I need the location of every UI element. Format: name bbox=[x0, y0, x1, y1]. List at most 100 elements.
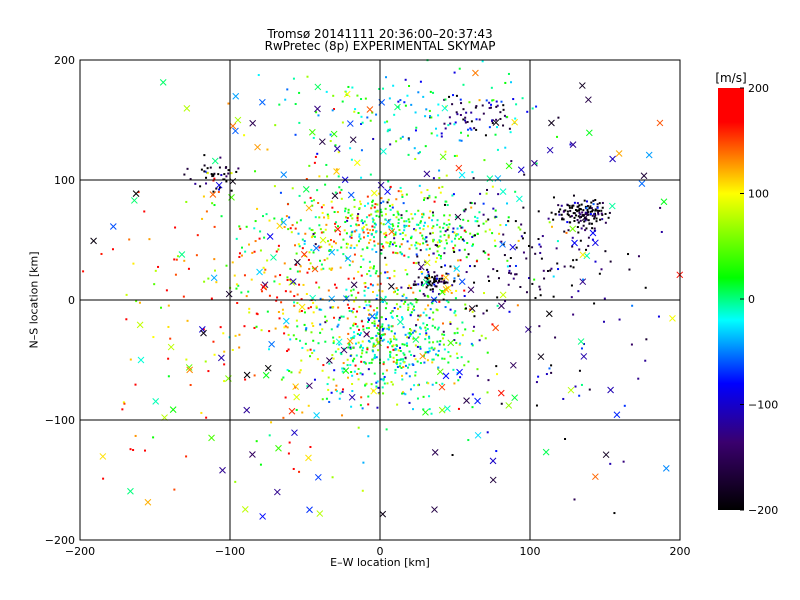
data-point bbox=[230, 189, 233, 192]
data-point bbox=[457, 273, 460, 276]
data-point bbox=[457, 274, 460, 277]
data-point bbox=[122, 401, 125, 404]
data-point bbox=[387, 328, 390, 331]
data-point bbox=[330, 268, 333, 271]
data-point-cross bbox=[346, 120, 354, 127]
data-point bbox=[345, 246, 348, 249]
data-point bbox=[294, 133, 297, 136]
data-point-cross bbox=[375, 339, 382, 347]
data-point bbox=[365, 223, 368, 226]
data-point bbox=[497, 277, 500, 280]
data-point bbox=[395, 198, 398, 201]
data-point bbox=[237, 167, 240, 170]
data-point bbox=[408, 350, 411, 353]
data-point bbox=[376, 210, 379, 213]
data-point bbox=[582, 224, 585, 227]
data-point bbox=[448, 95, 451, 98]
data-point bbox=[595, 220, 598, 223]
data-point bbox=[274, 124, 277, 127]
data-point bbox=[522, 251, 525, 254]
data-point bbox=[414, 157, 417, 160]
data-point bbox=[248, 307, 251, 310]
data-point bbox=[385, 263, 388, 266]
data-point bbox=[189, 178, 192, 181]
data-point bbox=[313, 231, 316, 234]
data-point bbox=[561, 218, 564, 221]
data-point bbox=[255, 312, 258, 315]
data-point bbox=[352, 324, 355, 327]
data-point bbox=[152, 336, 155, 339]
data-point bbox=[311, 352, 314, 355]
data-point bbox=[321, 398, 324, 401]
data-point bbox=[361, 352, 364, 355]
data-point bbox=[320, 245, 323, 248]
data-point bbox=[436, 274, 439, 277]
data-point bbox=[432, 348, 435, 351]
data-point bbox=[396, 210, 399, 213]
data-point bbox=[421, 284, 424, 287]
data-point bbox=[531, 282, 534, 285]
data-point bbox=[345, 242, 348, 245]
data-point bbox=[412, 337, 415, 340]
data-point bbox=[391, 383, 394, 386]
data-point bbox=[395, 303, 398, 306]
data-point bbox=[552, 295, 555, 298]
data-point bbox=[286, 279, 289, 282]
data-point bbox=[310, 228, 313, 231]
data-point bbox=[378, 289, 381, 292]
data-point bbox=[407, 366, 410, 369]
data-point bbox=[381, 386, 384, 389]
data-point bbox=[462, 108, 465, 111]
data-point bbox=[517, 226, 520, 229]
data-point bbox=[455, 154, 458, 157]
data-point bbox=[359, 237, 362, 240]
data-point bbox=[453, 339, 456, 342]
data-point bbox=[135, 300, 138, 303]
data-point bbox=[312, 136, 315, 139]
data-point bbox=[361, 229, 364, 232]
data-point-cross bbox=[183, 105, 191, 112]
data-point bbox=[371, 248, 374, 251]
data-point bbox=[453, 123, 456, 126]
data-point bbox=[297, 243, 300, 246]
data-point bbox=[336, 249, 339, 252]
data-point bbox=[574, 209, 577, 212]
data-point bbox=[438, 279, 441, 282]
data-point bbox=[328, 249, 331, 252]
data-point bbox=[383, 333, 386, 336]
data-point bbox=[307, 258, 310, 261]
data-point bbox=[365, 304, 368, 307]
data-point bbox=[578, 248, 581, 251]
data-point bbox=[404, 333, 407, 336]
data-point bbox=[336, 211, 339, 214]
data-point bbox=[296, 293, 299, 296]
data-point bbox=[385, 241, 388, 244]
data-point bbox=[441, 290, 444, 293]
data-point bbox=[588, 207, 591, 210]
data-point bbox=[346, 364, 349, 367]
data-point bbox=[382, 333, 385, 336]
data-point-cross bbox=[592, 239, 599, 247]
data-point bbox=[350, 294, 353, 297]
data-point bbox=[410, 311, 413, 314]
data-point bbox=[455, 216, 458, 219]
data-point bbox=[386, 130, 389, 133]
data-point bbox=[441, 357, 444, 360]
data-point bbox=[367, 232, 370, 235]
data-point bbox=[418, 289, 421, 292]
data-point bbox=[296, 270, 299, 273]
data-point bbox=[418, 184, 421, 187]
data-point bbox=[603, 297, 606, 300]
data-point bbox=[436, 250, 439, 253]
data-point bbox=[312, 301, 315, 304]
data-point bbox=[463, 210, 466, 213]
data-point bbox=[337, 151, 340, 154]
data-point bbox=[289, 290, 292, 293]
data-point bbox=[499, 117, 502, 120]
data-point bbox=[244, 250, 247, 253]
data-point bbox=[304, 342, 307, 345]
data-point bbox=[414, 330, 417, 333]
data-point bbox=[376, 311, 379, 314]
data-point bbox=[331, 109, 334, 112]
data-point bbox=[335, 384, 338, 387]
